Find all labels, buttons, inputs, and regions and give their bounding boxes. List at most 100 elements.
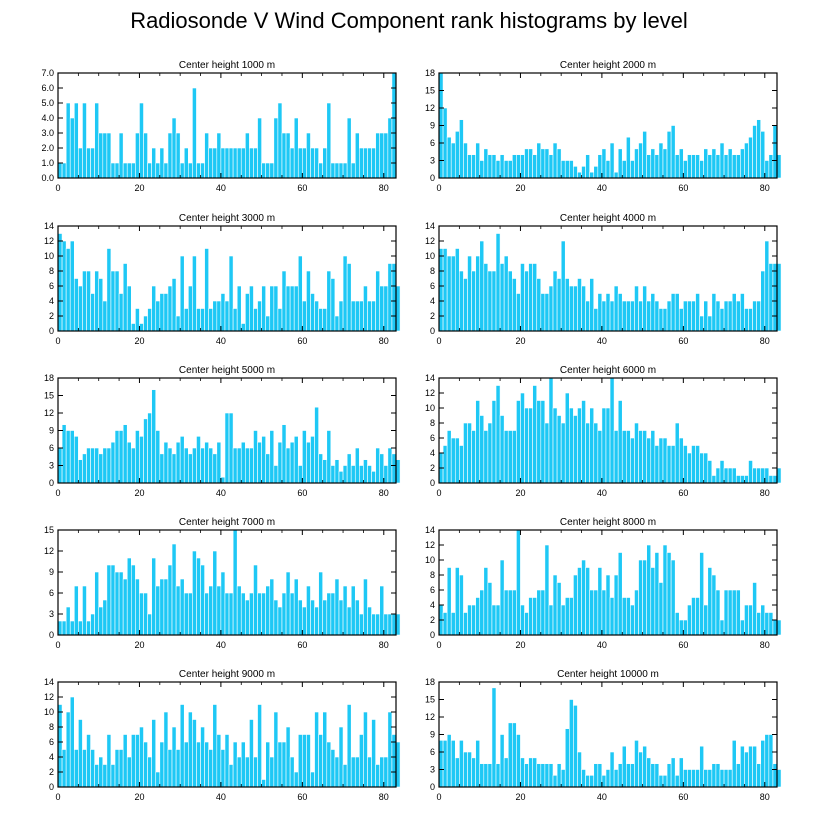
bar [573, 285, 578, 332]
bar [687, 452, 692, 484]
bar [707, 315, 713, 332]
panel-7: Center height 8000 m 0 20 40 60 80 0 2 4 6 8 10 12 14 [425, 517, 782, 650]
bar [552, 142, 558, 179]
bar [57, 162, 63, 179]
bar [102, 300, 108, 332]
bar [577, 278, 582, 332]
bar [102, 599, 108, 636]
bar [593, 166, 599, 179]
bar [609, 300, 615, 332]
bar [735, 154, 741, 179]
bar [196, 308, 201, 332]
bar [687, 604, 692, 636]
panel-0: Center height 1000 m 0 20 40 60 80 0.0 1.0 2.0 3.… [41, 60, 397, 193]
bar [110, 441, 116, 484]
y-tick-label: 10 [425, 251, 435, 261]
bar [756, 612, 762, 636]
bar [379, 756, 385, 788]
y-tick-label: 15 [425, 695, 435, 705]
bar [577, 171, 582, 179]
bar [768, 612, 774, 636]
bar [346, 263, 352, 332]
bar [118, 430, 124, 484]
y-tick-label: 15 [425, 86, 435, 96]
bar [371, 471, 376, 484]
y-tick-label: 6 [430, 281, 435, 291]
bar [524, 612, 529, 636]
bar [257, 441, 262, 484]
bar [552, 574, 558, 636]
bar [192, 87, 197, 179]
bar [86, 447, 91, 484]
bar [638, 430, 643, 484]
bar [540, 400, 546, 484]
bar [735, 300, 741, 332]
x-tick-label: 40 [597, 336, 607, 346]
bar [293, 285, 299, 332]
bar [703, 452, 709, 484]
bar [699, 552, 704, 636]
bar [524, 763, 529, 788]
bar [658, 142, 664, 179]
bar [78, 285, 83, 332]
bar [183, 308, 189, 332]
bar [326, 270, 332, 332]
bar [463, 422, 468, 484]
bar [691, 154, 696, 179]
bar [216, 734, 222, 788]
bar [224, 412, 230, 484]
bar [719, 142, 725, 179]
bar [253, 147, 258, 179]
bar [350, 465, 356, 484]
bar [748, 460, 753, 484]
bar [658, 437, 664, 484]
bar [520, 263, 525, 332]
panel-title: Center height 5000 m [179, 365, 275, 376]
bar [752, 582, 757, 636]
bar [670, 559, 676, 636]
x-tick-label: 20 [134, 488, 144, 498]
bar [131, 323, 136, 332]
bar [670, 293, 676, 332]
bar [391, 72, 397, 179]
bar [507, 270, 513, 332]
bar [776, 769, 782, 788]
y-tick-label: 18 [425, 677, 435, 687]
bar [683, 769, 688, 788]
y-tick-label: 3 [49, 461, 54, 471]
bar [695, 445, 700, 484]
bar [503, 589, 509, 636]
bar [609, 597, 615, 636]
bar [78, 147, 83, 179]
bar [114, 162, 120, 179]
bar [306, 270, 311, 332]
bar [748, 604, 753, 636]
bar [338, 300, 344, 332]
bar [395, 459, 401, 484]
bar [82, 453, 87, 484]
bar [73, 436, 79, 484]
bar [73, 102, 79, 179]
bar [560, 240, 566, 332]
bar [475, 740, 481, 788]
bar [86, 620, 91, 636]
bar [699, 745, 704, 788]
bar [302, 147, 307, 179]
bar [756, 763, 762, 788]
bar [188, 285, 193, 332]
bar [375, 613, 381, 636]
bar [487, 270, 493, 332]
bar [175, 132, 181, 179]
bar [212, 300, 218, 332]
bar [65, 430, 71, 484]
bar [106, 248, 112, 332]
bar [147, 412, 152, 484]
bar [86, 270, 91, 332]
bar [310, 293, 315, 332]
bar [179, 255, 185, 332]
bar [253, 756, 258, 788]
bar [735, 475, 741, 484]
bar [569, 407, 574, 484]
bar [589, 407, 595, 484]
bar [475, 400, 481, 484]
